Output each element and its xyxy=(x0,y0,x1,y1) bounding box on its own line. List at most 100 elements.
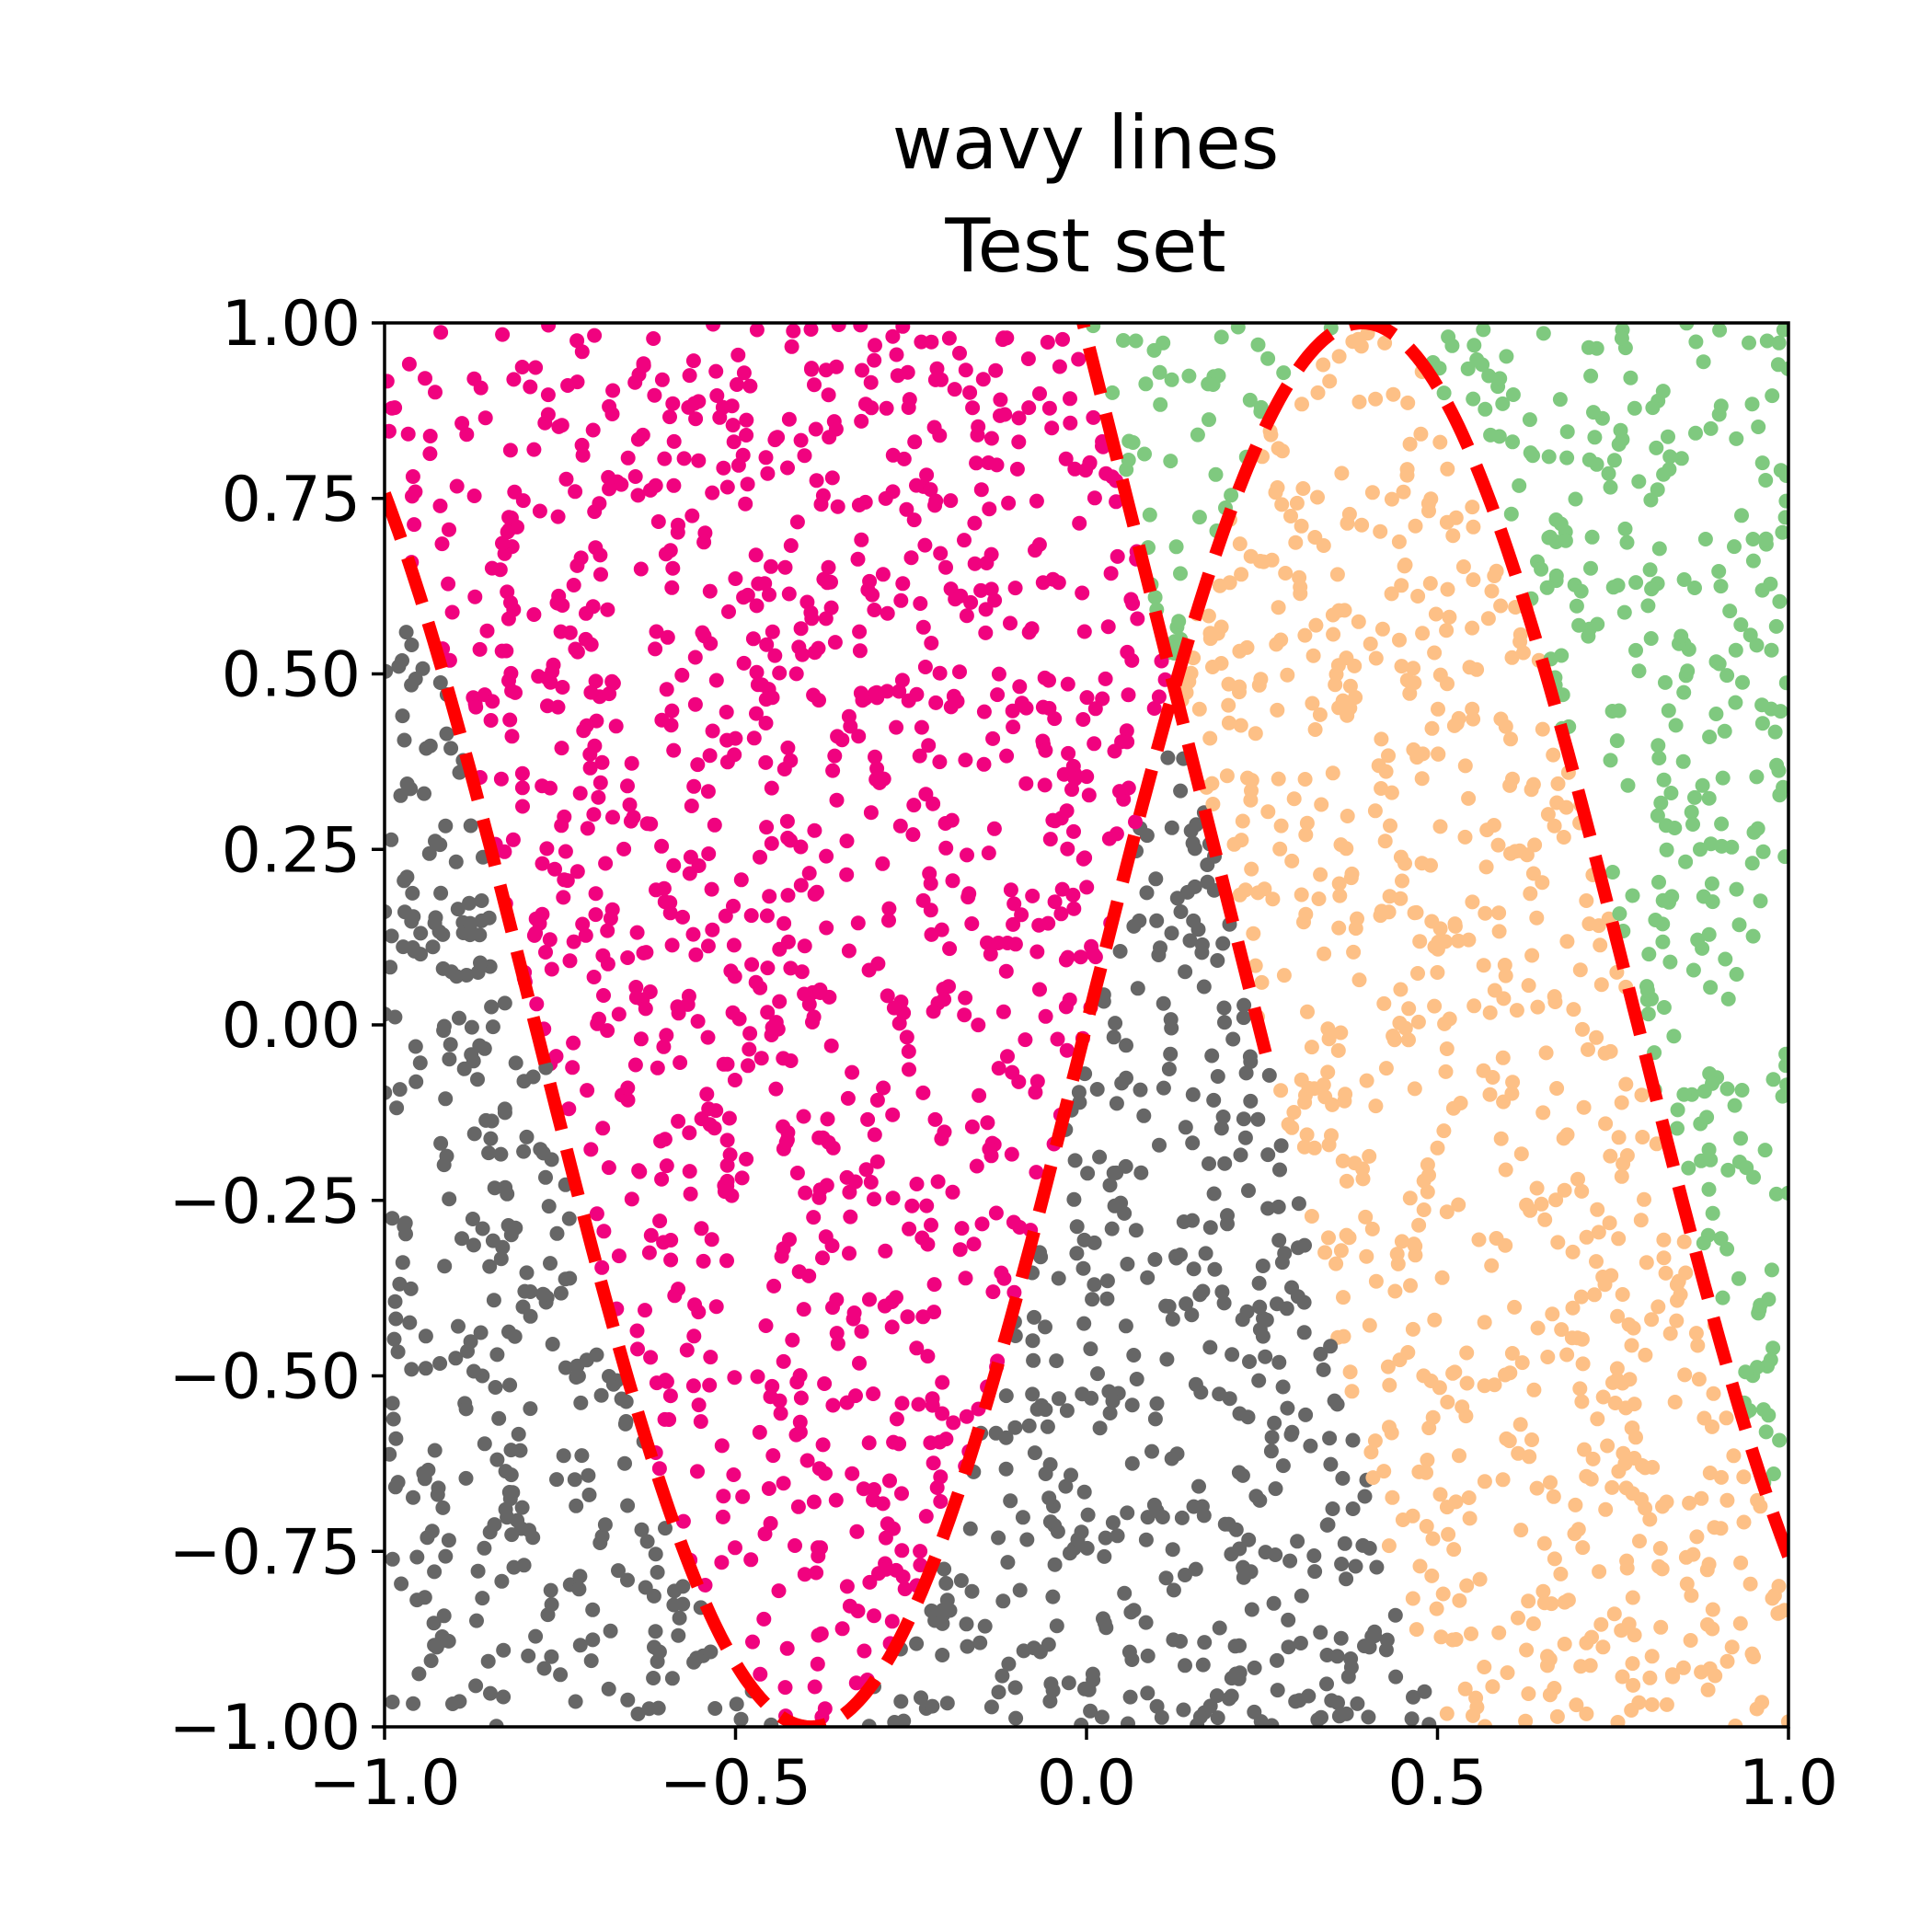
sine-boundary-curve xyxy=(385,323,1788,1727)
scatter-point xyxy=(405,469,420,484)
scatter-point xyxy=(1616,604,1632,620)
scatter-point xyxy=(1161,1299,1177,1314)
scatter-point xyxy=(1161,1062,1177,1076)
scatter-point xyxy=(1344,866,1360,881)
scatter-point xyxy=(1485,1070,1501,1085)
scatter-point xyxy=(863,374,879,390)
scatter-point xyxy=(1242,1354,1257,1369)
scatter-point xyxy=(701,846,717,861)
scatter-point xyxy=(1719,1410,1734,1426)
scatter-point xyxy=(1412,1558,1428,1574)
scatter-point xyxy=(1435,1586,1451,1602)
scatter-point xyxy=(1503,845,1518,861)
scatter-point xyxy=(505,832,521,847)
scatter-point xyxy=(891,1016,907,1031)
scatter-point xyxy=(953,1573,969,1588)
scatter-point xyxy=(536,1287,552,1303)
scatter-point xyxy=(1738,1364,1754,1380)
scatter-point xyxy=(803,604,819,620)
scatter-point xyxy=(759,820,775,835)
scatter-point xyxy=(741,1058,755,1074)
scatter-point xyxy=(396,939,411,955)
scatter-point xyxy=(517,1283,533,1299)
scatter-point xyxy=(927,1111,943,1127)
scatter-point xyxy=(642,984,658,999)
scatter-point xyxy=(1615,1287,1630,1302)
scatter-point xyxy=(1201,608,1216,624)
scatter-point xyxy=(1367,1624,1383,1639)
scatter-point xyxy=(1176,1702,1191,1718)
scatter-point xyxy=(1699,1110,1715,1125)
scatter-point xyxy=(650,1565,665,1580)
scatter-point xyxy=(967,515,983,531)
scatter-point xyxy=(726,434,742,450)
scatter-point xyxy=(1703,836,1719,852)
scatter-point xyxy=(1202,626,1218,641)
scatter-point xyxy=(902,1221,917,1236)
scatter-point xyxy=(849,1524,865,1539)
scatter-point xyxy=(1340,707,1355,723)
scatter-point xyxy=(1173,904,1189,919)
scatter-point xyxy=(1348,1558,1363,1574)
scatter-point xyxy=(1336,1290,1351,1305)
scatter-point xyxy=(1122,1689,1138,1705)
scatter-point xyxy=(585,422,601,438)
scatter-point xyxy=(1378,1642,1394,1658)
scatter-point xyxy=(408,672,423,686)
scatter-point xyxy=(549,1225,565,1241)
scatter-point xyxy=(569,644,585,660)
scatter-point xyxy=(666,742,682,758)
scatter-point xyxy=(1178,1568,1192,1582)
scatter-point xyxy=(540,407,556,422)
scatter-point xyxy=(1061,1675,1076,1691)
scatter-point xyxy=(1053,906,1069,922)
scatter-point xyxy=(1184,1307,1200,1323)
scatter-point xyxy=(776,915,792,931)
scatter-point xyxy=(1279,1301,1294,1317)
scatter-point xyxy=(1462,1511,1478,1526)
scatter-point xyxy=(897,1581,913,1597)
scatter-point xyxy=(776,1119,791,1134)
scatter-point xyxy=(792,1368,808,1384)
scatter-point xyxy=(433,885,449,901)
scatter-point xyxy=(1486,818,1501,833)
scatter-point xyxy=(654,1171,670,1187)
scatter-point xyxy=(1478,401,1493,417)
scatter-point xyxy=(1713,398,1729,414)
scatter-point xyxy=(1682,1495,1697,1511)
scatter-point xyxy=(806,1210,822,1225)
scatter-point xyxy=(1685,962,1701,978)
scatter-point xyxy=(1239,639,1255,655)
scatter-point xyxy=(620,950,636,965)
scatter-point xyxy=(1050,1524,1065,1539)
scatter-point xyxy=(659,1158,674,1174)
scatter-point xyxy=(593,1387,609,1403)
scatter-point xyxy=(937,1561,952,1577)
scatter-point xyxy=(528,911,544,926)
scatter-point xyxy=(1007,581,1023,596)
scatter-point xyxy=(397,732,412,748)
scatter-point xyxy=(1310,1712,1326,1727)
scatter-point xyxy=(1041,1490,1057,1506)
scatter-point xyxy=(478,1112,494,1128)
scatter-point xyxy=(528,926,544,941)
scatter-point xyxy=(1638,1460,1653,1476)
scatter-point xyxy=(1466,391,1481,407)
scatter-point xyxy=(432,837,448,853)
scatter-point xyxy=(1110,548,1125,564)
scatter-point xyxy=(472,927,488,943)
scatter-point xyxy=(715,1509,730,1524)
scatter-point xyxy=(1591,1225,1606,1240)
scatter-point xyxy=(561,1101,577,1117)
scatter-point xyxy=(1445,528,1461,544)
scatter-point xyxy=(385,1411,401,1427)
scatter-point xyxy=(857,1643,872,1659)
scatter-point xyxy=(694,1221,709,1236)
scatter-point xyxy=(1529,1480,1545,1496)
scatter-point xyxy=(523,379,538,395)
scatter-point xyxy=(1775,1088,1788,1104)
scatter-point xyxy=(1436,385,1452,401)
scatter-point xyxy=(850,915,866,931)
scatter-point xyxy=(1587,1287,1603,1303)
y-tick-label: −0.75 xyxy=(169,1516,361,1589)
